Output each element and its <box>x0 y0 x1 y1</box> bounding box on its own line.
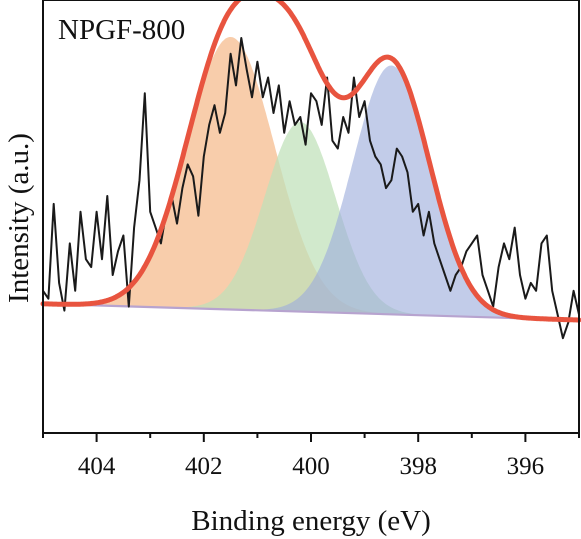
fit-envelope-line <box>40 0 581 323</box>
x-axis-ticks: 404 402 400 398 396 <box>42 433 580 480</box>
component-peaks <box>43 37 579 320</box>
x-axis-label: Binding energy (eV) <box>191 505 430 537</box>
y-axis-label: Intensity (a.u.) <box>3 133 35 303</box>
x-tick-label: 398 <box>399 453 437 480</box>
panel-label: NPGF-800 <box>58 14 185 46</box>
x-tick-label: 402 <box>185 453 223 480</box>
x-tick-label: 400 <box>292 453 330 480</box>
baseline-line <box>42 302 580 322</box>
component-peak-3 <box>43 65 579 320</box>
component-peak-1 <box>43 37 579 320</box>
component-peak-2 <box>43 122 579 320</box>
x-tick-label: 404 <box>78 453 116 480</box>
x-tick-label: 396 <box>507 453 545 480</box>
raw-data-line <box>42 37 580 340</box>
